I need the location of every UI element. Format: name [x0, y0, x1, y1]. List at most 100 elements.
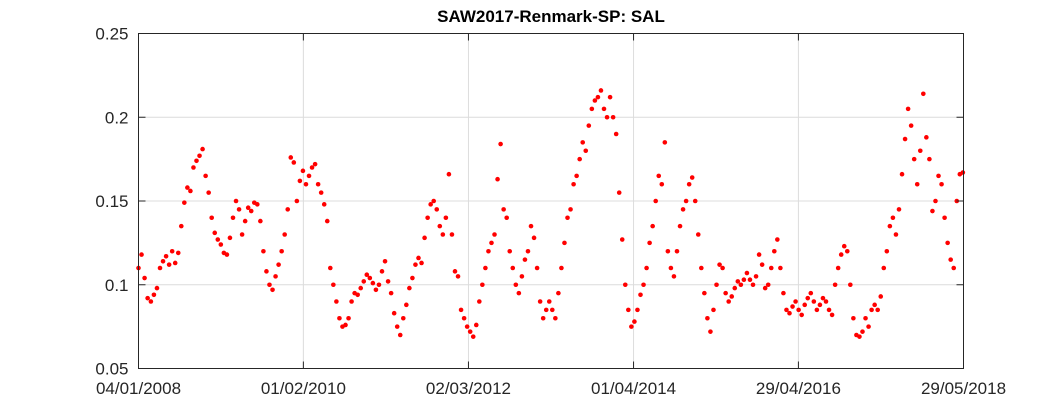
data-point	[869, 307, 874, 313]
data-point	[425, 215, 430, 221]
data-point	[428, 202, 433, 207]
data-point	[312, 161, 318, 167]
data-point	[364, 272, 370, 278]
data-point	[705, 315, 710, 321]
data-point	[899, 171, 905, 177]
data-point	[407, 285, 412, 291]
data-point	[750, 282, 756, 288]
data-point	[841, 243, 847, 249]
data-point	[267, 282, 272, 288]
data-point	[622, 282, 628, 288]
y-tick-label: 0.2	[105, 108, 129, 127]
data-point	[753, 274, 759, 279]
data-point	[799, 312, 804, 318]
data-point	[276, 262, 281, 267]
data-point	[489, 240, 494, 246]
data-point	[680, 207, 686, 212]
data-point	[562, 240, 567, 246]
data-point	[379, 269, 385, 274]
data-point	[343, 322, 348, 328]
data-point	[331, 282, 336, 288]
data-point	[911, 156, 917, 162]
data-point	[376, 282, 382, 288]
data-point	[477, 299, 482, 304]
data-point	[699, 265, 704, 271]
data-point	[671, 274, 677, 279]
data-point	[586, 123, 592, 128]
data-point	[629, 324, 634, 329]
data-point	[908, 123, 914, 128]
data-point	[206, 190, 211, 195]
data-point	[580, 140, 586, 145]
data-point	[215, 237, 221, 242]
data-point	[467, 329, 473, 334]
data-point	[525, 248, 531, 254]
data-point	[200, 146, 205, 152]
data-point	[647, 240, 652, 246]
data-point	[282, 232, 287, 237]
data-point	[337, 315, 342, 321]
data-point	[285, 207, 291, 212]
data-point	[556, 290, 561, 296]
data-point	[394, 324, 400, 329]
x-axis-ticks: 04/01/2008 01/02/2010 02/03/2012 01/04/2014…	[96, 33, 1006, 398]
data-point	[160, 259, 166, 264]
chart-title: SAW2017-Renmark-SP: SAL	[437, 7, 665, 26]
data-point	[519, 274, 525, 279]
data-point	[258, 218, 263, 224]
data-point	[644, 265, 649, 271]
data-point	[902, 136, 908, 142]
data-point	[163, 253, 169, 259]
data-point	[492, 232, 497, 237]
data-point	[297, 178, 303, 184]
data-point	[784, 307, 789, 313]
data-point	[863, 315, 868, 321]
data-point	[461, 315, 467, 321]
data-point	[437, 223, 443, 229]
data-point	[811, 299, 817, 304]
data-point	[261, 248, 266, 254]
data-point	[349, 299, 354, 304]
data-point	[577, 156, 582, 162]
data-point	[601, 106, 607, 112]
data-point	[714, 282, 719, 288]
x-tick-label: 01/04/2014	[591, 379, 676, 398]
data-point	[829, 312, 835, 318]
data-point	[571, 181, 576, 187]
data-point	[741, 277, 747, 283]
data-point	[328, 265, 333, 271]
data-point	[832, 282, 838, 288]
data-point	[191, 165, 196, 170]
data-point	[473, 322, 479, 328]
data-point	[881, 265, 887, 271]
data-point	[291, 160, 297, 165]
data-point	[175, 250, 181, 256]
data-point	[495, 176, 500, 182]
data-point	[866, 324, 871, 329]
data-point	[768, 265, 774, 271]
data-point	[321, 202, 327, 207]
data-point	[844, 248, 850, 254]
y-tick-label: 0.25	[95, 25, 128, 44]
data-point	[486, 248, 491, 254]
data-point	[306, 173, 312, 179]
data-point	[756, 252, 762, 257]
data-point	[431, 198, 437, 204]
data-point	[851, 315, 856, 321]
data-point	[400, 315, 406, 321]
x-tick-label: 01/02/2010	[261, 379, 346, 398]
data-point	[188, 188, 193, 194]
data-point	[166, 262, 172, 267]
data-point	[765, 282, 771, 288]
data-point	[619, 237, 625, 242]
y-tick-label: 0.05	[95, 360, 128, 379]
data-point	[255, 202, 260, 207]
data-point	[872, 302, 877, 308]
data-point	[242, 218, 248, 224]
data-point	[890, 215, 896, 221]
data-point	[936, 173, 941, 179]
data-point	[650, 223, 655, 229]
data-point	[264, 269, 269, 274]
data-point	[145, 295, 150, 301]
